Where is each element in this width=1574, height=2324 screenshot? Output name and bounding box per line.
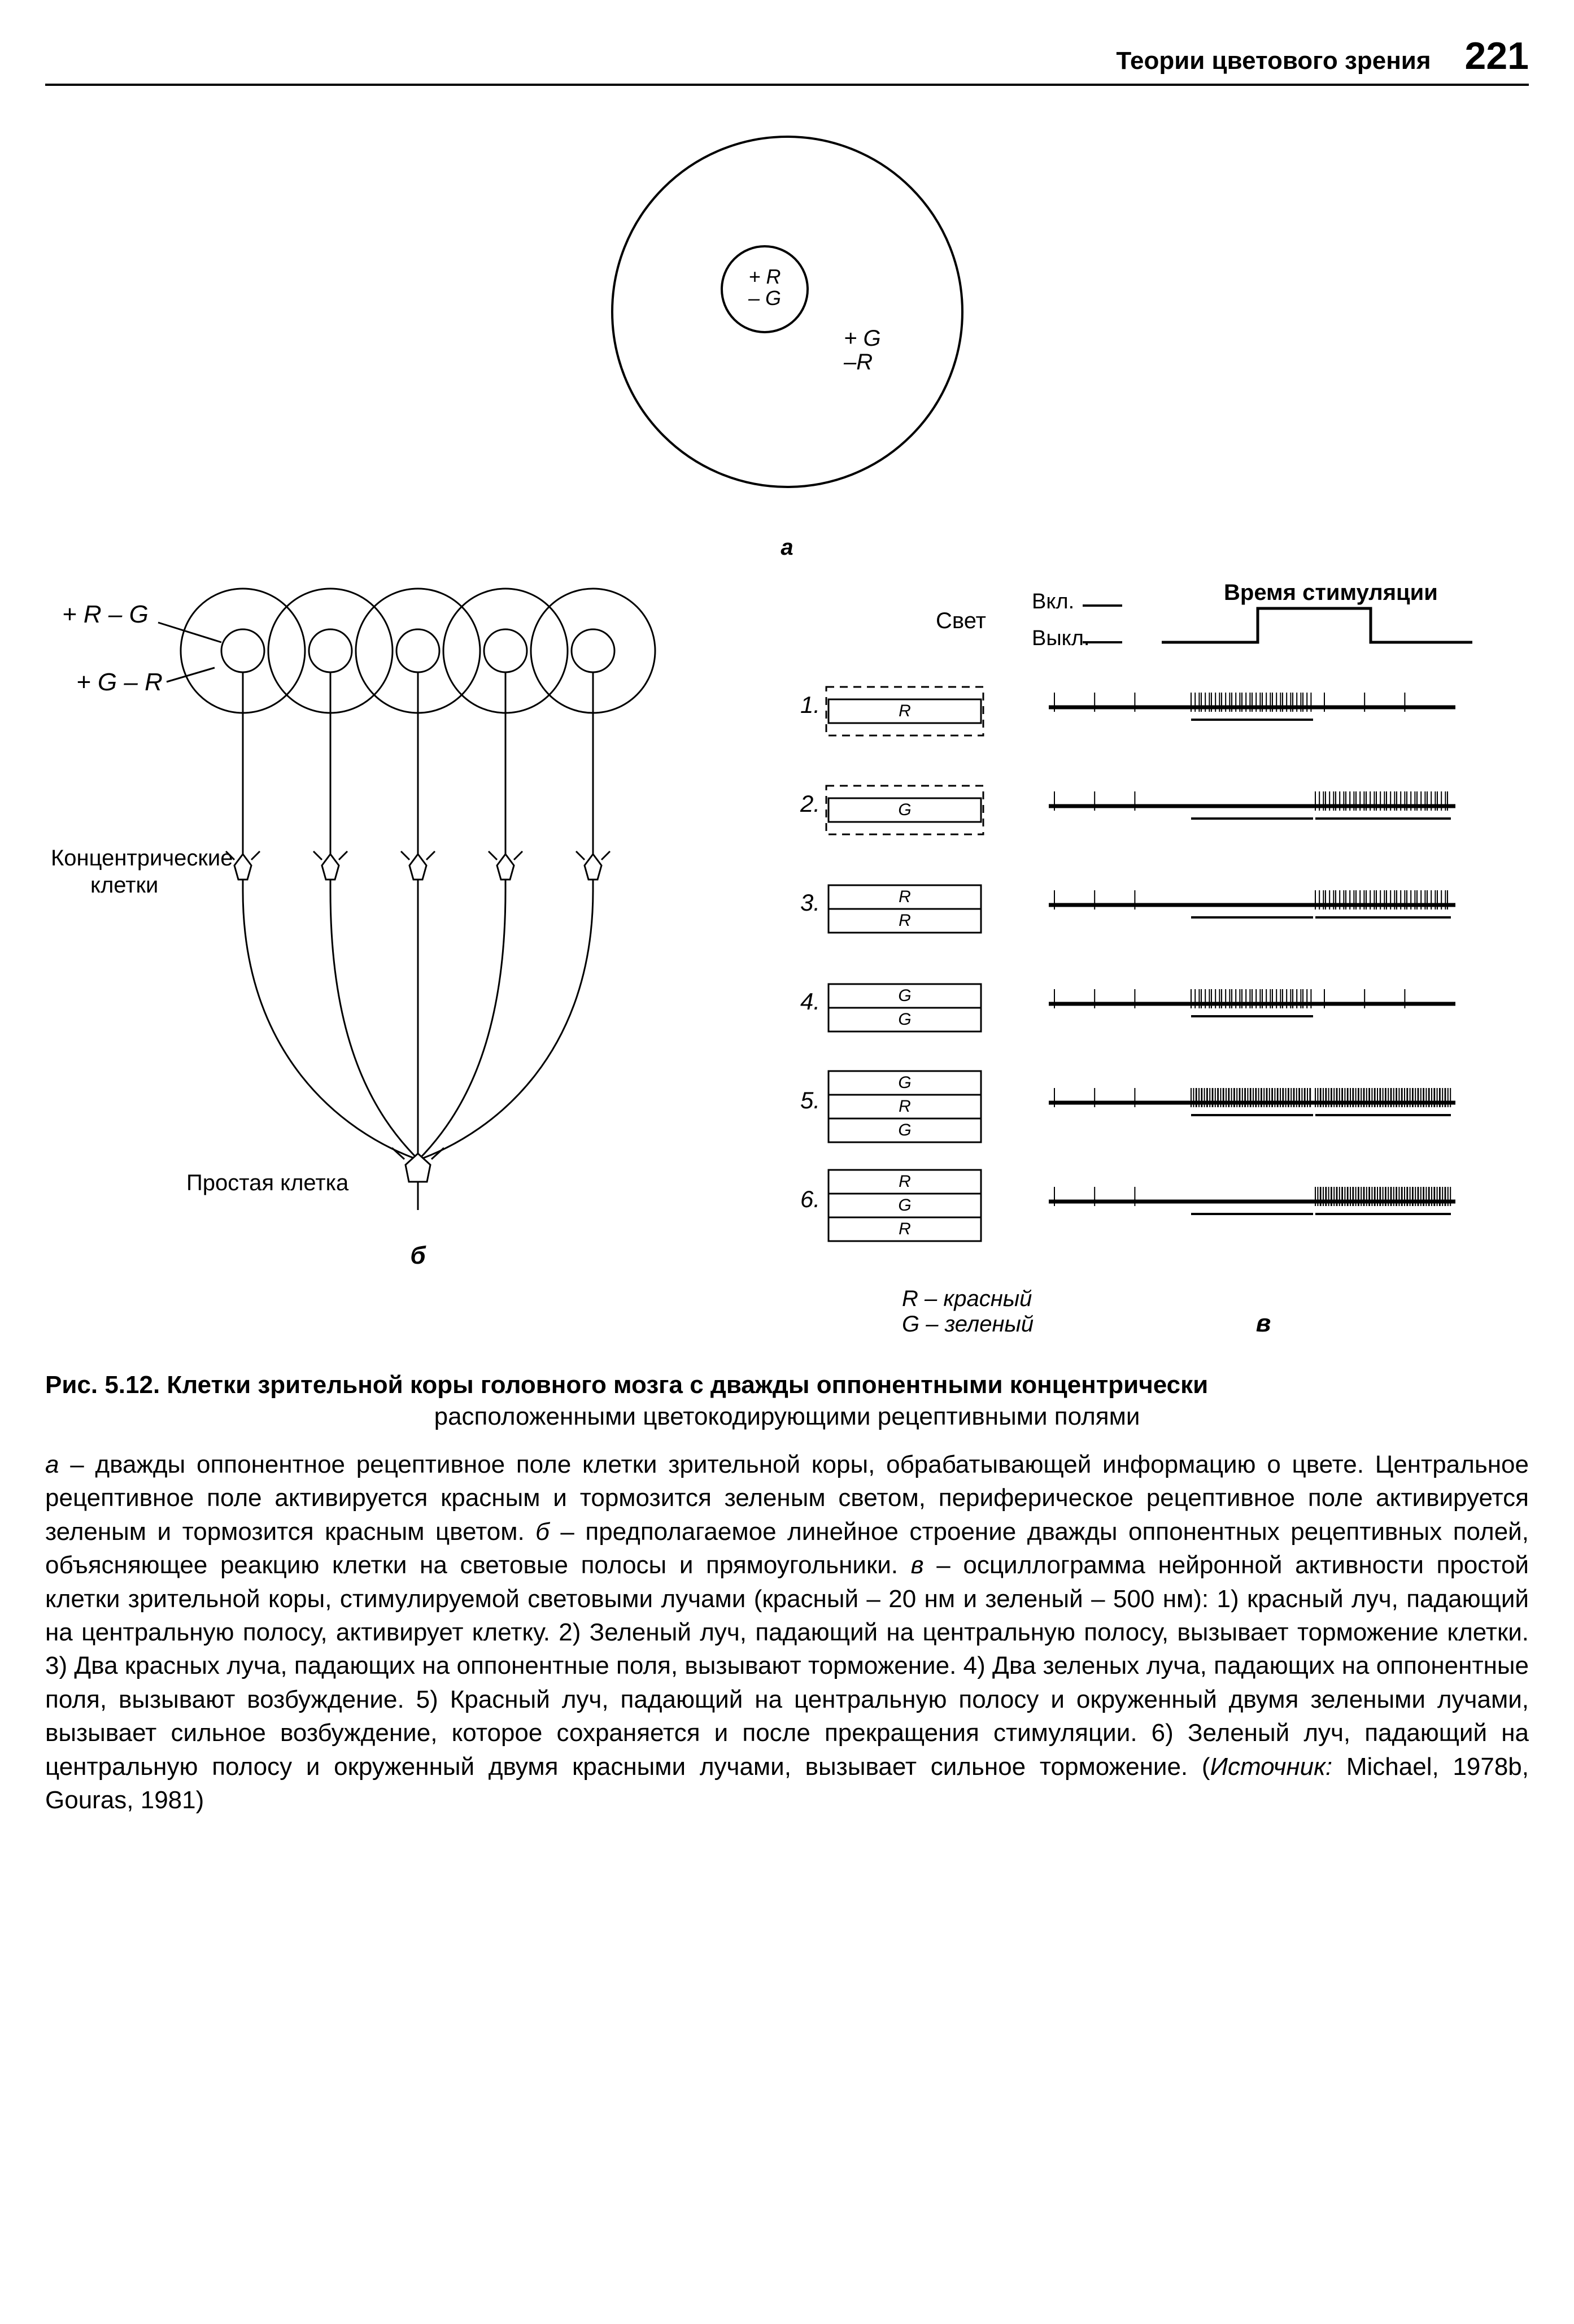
- trace-row: 6. RGR: [800, 1170, 1455, 1241]
- on-label: Вкл.: [1032, 590, 1074, 613]
- trace-row: 4. GG: [800, 984, 1455, 1032]
- caption-text: – осциллограмма нейронной активности про…: [45, 1551, 1529, 1780]
- label-rg: + R – G: [62, 600, 149, 628]
- legend-r: R – красный: [902, 1286, 1032, 1311]
- trace-row: 1. R: [800, 687, 1455, 736]
- simple-cell-label: Простая клетка: [186, 1170, 349, 1195]
- panel-c-label: в: [1256, 1309, 1271, 1337]
- panel-a: + R – G + G –R а: [45, 120, 1529, 560]
- page-number: 221: [1465, 34, 1529, 78]
- light-label: Свет: [936, 608, 986, 633]
- svg-text:G: G: [898, 1073, 911, 1092]
- svg-text:5.: 5.: [800, 1087, 820, 1113]
- caption-em: б: [535, 1518, 550, 1546]
- trace-row: 3. RR: [800, 885, 1455, 933]
- page-header: Теории цветового зрения 221: [45, 34, 1529, 86]
- caption-em: Источник:: [1210, 1753, 1333, 1781]
- svg-text:6.: 6.: [800, 1186, 820, 1212]
- caption-text: (: [1202, 1753, 1210, 1781]
- caption-body: а – дважды оппонентное рецептивное поле …: [45, 1448, 1529, 1817]
- title-line-2: расположенными цветокодирующими рецептив…: [45, 1403, 1529, 1431]
- caption-title: Рис. 5.12. Клетки зрительной коры головн…: [45, 1371, 1529, 1399]
- stim-time-label: Время стимуляции: [1224, 580, 1438, 605]
- svg-text:1.: 1.: [800, 691, 820, 718]
- section-title: Теории цветового зрения: [1116, 47, 1431, 75]
- svg-text:G: G: [898, 1010, 911, 1029]
- spike-trace-diagram: Свет Вкл. Выкл. Время стимуляции 1. R 2. G 3…: [766, 572, 1529, 1346]
- center-label-g: – G: [747, 286, 781, 310]
- figure-caption: Рис. 5.12. Клетки зрительной коры головн…: [45, 1371, 1529, 1817]
- off-label: Выкл.: [1032, 626, 1089, 650]
- figure-5-12: + R – G + G –R а: [45, 120, 1529, 1817]
- svg-text:G: G: [898, 986, 911, 1005]
- legend-g: G – зеленый: [902, 1312, 1034, 1337]
- svg-text:G: G: [898, 1121, 911, 1139]
- svg-text:R: R: [899, 702, 911, 720]
- svg-text:R: R: [899, 911, 911, 930]
- caption-em: а: [45, 1451, 59, 1478]
- trace-row: 2. G: [800, 786, 1455, 834]
- title-line-1: Клетки зрительной коры головного мозга с…: [167, 1371, 1208, 1399]
- surround-label-g: + G: [844, 326, 881, 351]
- panel-b: + R – G + G – R: [45, 572, 700, 1286]
- svg-text:2.: 2.: [800, 790, 820, 817]
- svg-text:R: R: [899, 887, 911, 906]
- simple-cell-icon: [392, 1148, 444, 1210]
- panel-c: Свет Вкл. Выкл. Время стимуляции 1. R 2. G 3…: [766, 572, 1529, 1348]
- fig-label: Рис. 5.12.: [45, 1371, 160, 1399]
- svg-text:3.: 3.: [800, 889, 820, 916]
- receptive-field-diagram: + R – G + G –R: [578, 120, 996, 538]
- label-gr: + G – R: [76, 668, 163, 696]
- svg-text:4.: 4.: [800, 988, 820, 1015]
- svg-text:R: R: [899, 1172, 911, 1191]
- panel-a-label: а: [45, 535, 1529, 560]
- panel-b-label: б: [410, 1242, 426, 1269]
- svg-text:R: R: [899, 1097, 911, 1116]
- center-label-r: + R: [748, 265, 781, 288]
- concentric-cells-label: Концентрические клетки: [51, 846, 239, 898]
- svg-text:G: G: [898, 1196, 911, 1215]
- svg-text:R: R: [899, 1220, 911, 1238]
- trace-row: 5. GRG: [800, 1071, 1455, 1142]
- surround-label-r: –R: [843, 350, 873, 375]
- svg-text:G: G: [898, 800, 911, 819]
- receptive-field-row-diagram: + R – G + G – R: [45, 572, 700, 1283]
- caption-em: в: [911, 1551, 924, 1579]
